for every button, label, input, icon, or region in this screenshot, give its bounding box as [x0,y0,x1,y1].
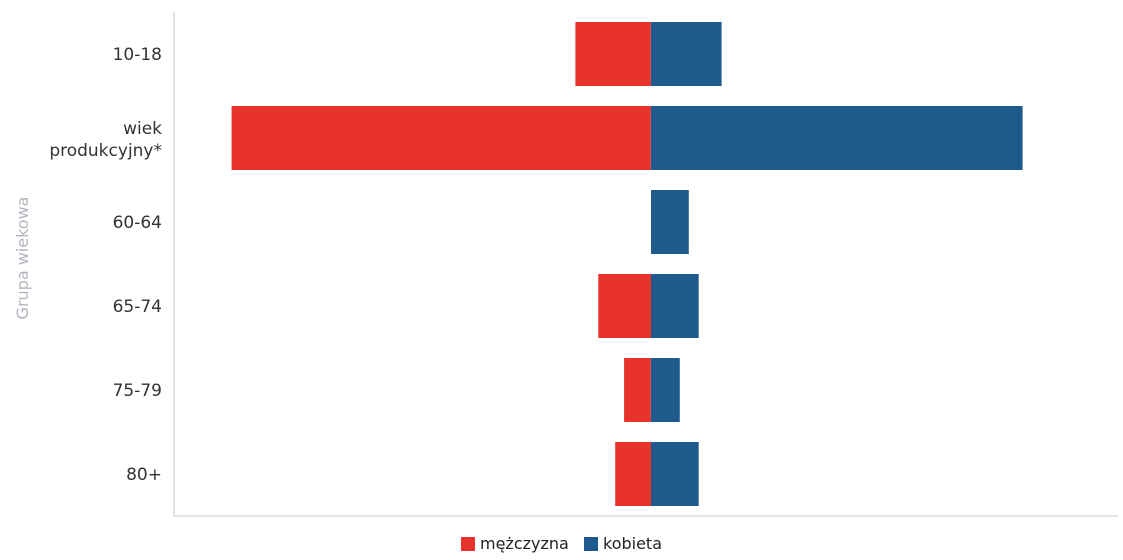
bar-male-0 [575,22,651,86]
bar-female-4 [651,358,680,422]
y-tick-label: 80+ [126,465,162,485]
y-tick-label: 65-74 [113,297,162,317]
legend-label-male: mężczyzna [480,534,569,553]
legend-label-female: kobieta [603,534,662,553]
bar-male-4 [624,358,651,422]
legend-swatch-male [461,537,475,551]
bars-group [231,22,1023,506]
bar-female-2 [651,190,689,254]
bar-female-5 [651,442,699,506]
bar-female-0 [651,22,722,86]
legend: mężczyzna kobieta [461,534,662,553]
y-tick-label: 75-79 [113,381,162,401]
bar-male-3 [598,274,651,338]
bar-male-1 [231,106,651,170]
y-tick-label: 60-64 [113,213,162,233]
y-tick-label: wiek produkcyjny* [49,119,162,161]
y-axis-title: Grupa wiekowa [13,197,32,320]
y-tick-labels: 10-18 wiek produkcyjny* 60-64 65-74 75-79 80+ [49,45,162,485]
y-tick-label: 10-18 [113,45,162,65]
bar-female-1 [651,106,1023,170]
legend-swatch-female [584,537,598,551]
bar-male-5 [615,442,651,506]
bar-female-3 [651,274,699,338]
